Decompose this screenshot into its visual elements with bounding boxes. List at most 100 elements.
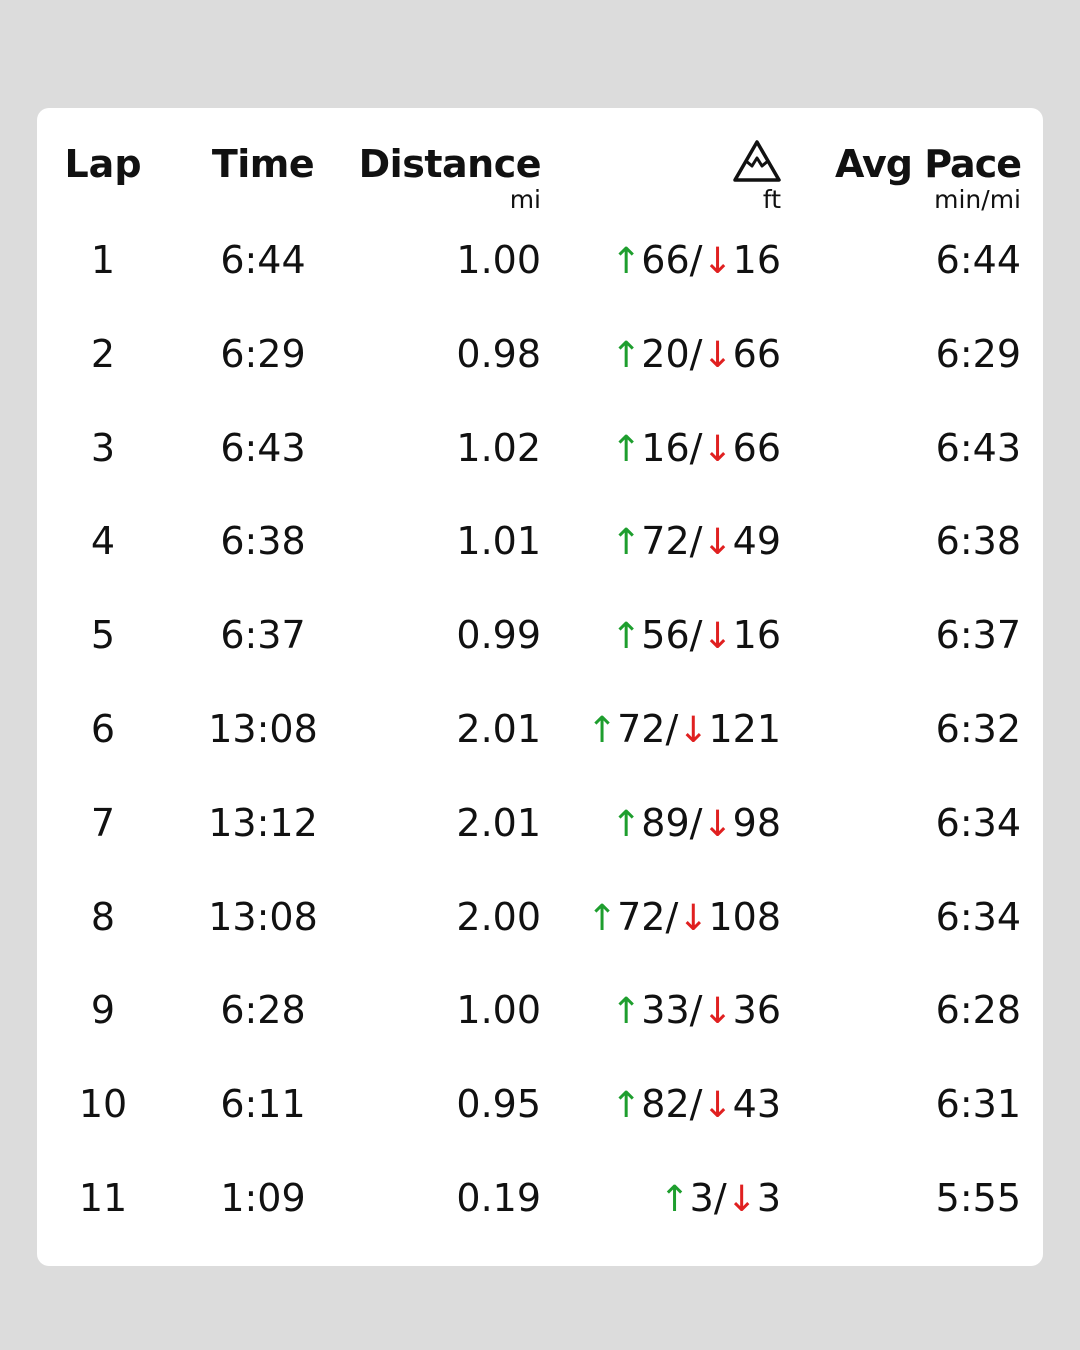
- elevation-loss: 49: [732, 519, 781, 564]
- lap-distance: 0.99: [456, 613, 541, 658]
- lap-number: 5: [90, 613, 116, 658]
- elevation-loss: 16: [732, 238, 781, 282]
- elevation-gain: 20: [641, 331, 690, 376]
- lap-elevation: ↑16/↓66: [577, 401, 781, 497]
- header-elevation-unit: ft: [762, 185, 781, 214]
- lap-avg-pace: 5:55: [935, 1176, 1021, 1220]
- lap-elevation: ↑33/↓36: [577, 963, 781, 1059]
- lap-number: 7: [90, 800, 116, 845]
- lap-elevation: ↑82/↓43: [577, 1057, 781, 1153]
- lap-distance: 1.02: [456, 425, 541, 470]
- lap-time: 6:29: [220, 331, 306, 376]
- elevation-gain: 66: [641, 238, 690, 282]
- lap-elevation: ↑20/↓66: [577, 307, 781, 403]
- table-row: 8 13:08 2.00 ↑72/↓108 6:34: [37, 870, 1043, 964]
- arrow-down-icon: ↓: [702, 522, 733, 564]
- table-row: 10 6:11 0.95 ↑82/↓43 6:31: [37, 1057, 1043, 1151]
- arrow-up-icon: ↑: [611, 1085, 642, 1127]
- lap-avg-pace: 6:34: [935, 894, 1021, 939]
- arrow-up-icon: ↑: [611, 428, 642, 470]
- lap-avg-pace: 6:38: [935, 519, 1021, 564]
- lap-elevation: ↑89/↓98: [577, 776, 781, 872]
- header-avg-pace: Avg Pace: [834, 142, 1022, 186]
- table-row: 1 6:44 1.00 ↑66/↓16 6:44: [37, 213, 1043, 307]
- arrow-up-icon: ↑: [611, 803, 642, 845]
- lap-time: 6:44: [220, 238, 306, 282]
- arrow-down-icon: ↓: [702, 428, 733, 470]
- lap-time: 6:28: [220, 988, 306, 1033]
- lap-distance: 0.19: [456, 1176, 541, 1220]
- arrow-up-icon: ↑: [611, 241, 642, 282]
- table-row: 11 1:09 0.19 ↑3/↓3 5:55: [37, 1151, 1043, 1245]
- arrow-up-icon: ↑: [611, 522, 642, 564]
- elevation-loss: 43: [732, 1082, 781, 1127]
- lap-elevation: ↑72/↓108: [577, 870, 781, 966]
- lap-time: 1:09: [220, 1176, 306, 1220]
- lap-distance: 0.98: [456, 331, 541, 376]
- lap-distance: 2.00: [456, 894, 541, 939]
- laps-card: Lap Time Distance mi ft Avg Pace min/mi …: [37, 108, 1043, 1266]
- elevation-gain: 72: [617, 707, 666, 751]
- arrow-down-icon: ↓: [702, 991, 733, 1033]
- elevation-separator: /: [689, 988, 703, 1033]
- table-row: 2 6:29 0.98 ↑20/↓66 6:29: [37, 307, 1043, 401]
- lap-elevation: ↑56/↓16: [577, 588, 781, 684]
- elevation-separator: /: [689, 425, 703, 470]
- elevation-gain: 89: [641, 800, 690, 845]
- elevation-loss: 66: [732, 331, 781, 376]
- lap-distance: 0.95: [456, 1082, 541, 1127]
- lap-time: 6:43: [220, 425, 306, 470]
- arrow-up-icon: ↑: [586, 897, 618, 939]
- lap-number: 4: [90, 519, 116, 564]
- lap-time: 6:37: [220, 613, 306, 658]
- lap-elevation: ↑66/↓16: [577, 213, 781, 309]
- arrow-up-icon: ↑: [586, 710, 618, 751]
- lap-distance: 2.01: [456, 707, 541, 751]
- arrow-down-icon: ↓: [702, 616, 733, 658]
- lap-avg-pace: 6:37: [935, 613, 1021, 658]
- lap-number: 3: [90, 425, 116, 470]
- elevation-gain: 3: [689, 1176, 714, 1220]
- header-avg-pace-unit: min/mi: [934, 185, 1021, 214]
- lap-avg-pace: 6:34: [935, 800, 1021, 845]
- lap-distance: 1.00: [456, 988, 541, 1033]
- lap-time: 13:08: [208, 894, 318, 939]
- elevation-separator: /: [689, 613, 703, 658]
- elevation-loss: 108: [708, 894, 781, 939]
- header-distance: Distance: [358, 142, 542, 186]
- elevation-separator: /: [665, 894, 679, 939]
- table-row: 4 6:38 1.01 ↑72/↓49 6:38: [37, 494, 1043, 588]
- lap-avg-pace: 6:43: [935, 425, 1021, 470]
- elevation-loss: 121: [708, 707, 781, 751]
- elevation-loss: 3: [756, 1176, 781, 1220]
- arrow-down-icon: ↓: [702, 334, 733, 376]
- table-row: 9 6:28 1.00 ↑33/↓36 6:28: [37, 963, 1043, 1057]
- table-row: 5 6:37 0.99 ↑56/↓16 6:37: [37, 588, 1043, 682]
- arrow-down-icon: ↓: [678, 897, 709, 939]
- arrow-down-icon: ↓: [702, 803, 733, 845]
- arrow-down-icon: ↓: [702, 1085, 733, 1127]
- lap-number: 6: [90, 707, 116, 751]
- lap-avg-pace: 6:31: [935, 1082, 1021, 1127]
- lap-avg-pace: 6:28: [935, 988, 1021, 1033]
- arrow-down-icon: ↓: [726, 1179, 757, 1220]
- table-row: 7 13:12 2.01 ↑89/↓98 6:34: [37, 776, 1043, 870]
- header-time: Time: [211, 142, 315, 186]
- lap-number: 11: [78, 1176, 128, 1220]
- lap-number: 2: [90, 331, 116, 376]
- elevation-separator: /: [689, 1082, 703, 1127]
- elevation-separator: /: [689, 331, 703, 376]
- elevation-gain: 72: [641, 519, 690, 564]
- lap-elevation: ↑72/↓49: [577, 494, 781, 590]
- arrow-down-icon: ↓: [702, 241, 733, 282]
- lap-distance: 2.01: [456, 800, 541, 845]
- lap-time: 13:08: [208, 707, 318, 751]
- arrow-up-icon: ↑: [611, 616, 642, 658]
- elevation-gain: 72: [617, 894, 666, 939]
- elevation-separator: /: [713, 1176, 727, 1220]
- elevation-loss: 36: [732, 988, 781, 1033]
- lap-elevation: ↑3/↓3: [577, 1151, 781, 1247]
- arrow-up-icon: ↑: [611, 991, 642, 1033]
- elevation-gain: 82: [641, 1082, 690, 1127]
- arrow-down-icon: ↓: [678, 710, 709, 751]
